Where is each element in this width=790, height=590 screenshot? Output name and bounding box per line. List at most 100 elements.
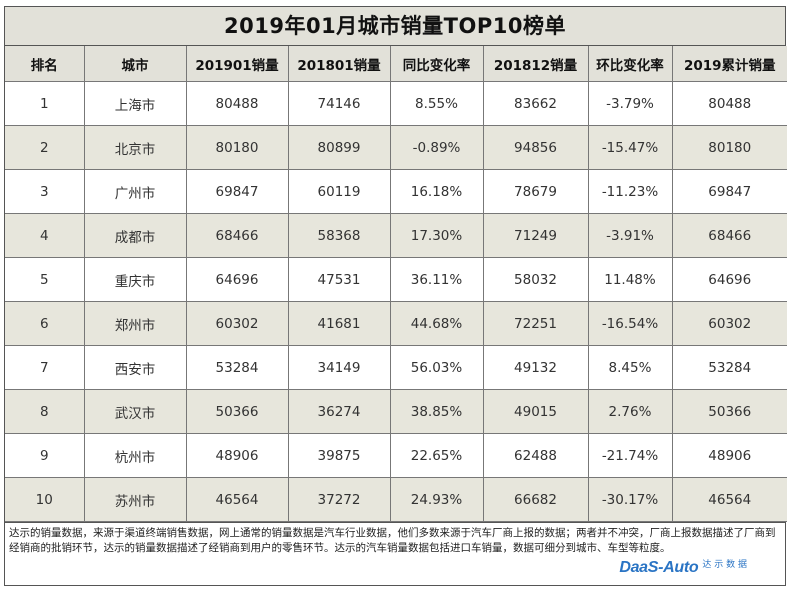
table-cell: 50366 [186, 390, 288, 434]
table-cell: -3.91% [588, 214, 672, 258]
table-cell: 9 [5, 434, 84, 478]
table-cell: 杭州市 [84, 434, 186, 478]
table-row: 7西安市532843414956.03%491328.45%53284 [5, 346, 787, 390]
table-cell: 36274 [288, 390, 390, 434]
table-cell: -11.23% [588, 170, 672, 214]
column-header: 2019累计销量 [672, 46, 787, 82]
table-row: 8武汉市503663627438.85%490152.76%50366 [5, 390, 787, 434]
table-cell: 34149 [288, 346, 390, 390]
table-row: 5重庆市646964753136.11%5803211.48%64696 [5, 258, 787, 302]
table-cell: 成都市 [84, 214, 186, 258]
table-cell: 8.45% [588, 346, 672, 390]
table-cell: 广州市 [84, 170, 186, 214]
table-cell: 17.30% [390, 214, 483, 258]
table-cell: 2.76% [588, 390, 672, 434]
table-cell: 38.85% [390, 390, 483, 434]
table-cell: 71249 [483, 214, 588, 258]
table-row: 2北京市8018080899-0.89%94856-15.47%80180 [5, 126, 787, 170]
table-cell: 3 [5, 170, 84, 214]
table-cell: 7 [5, 346, 84, 390]
table-cell: -21.74% [588, 434, 672, 478]
table-cell: 北京市 [84, 126, 186, 170]
table-cell: 1 [5, 82, 84, 126]
column-header: 排名 [5, 46, 84, 82]
table-cell: 60119 [288, 170, 390, 214]
table-cell: 36.11% [390, 258, 483, 302]
table-cell: 11.48% [588, 258, 672, 302]
table-row: 1上海市80488741468.55%83662-3.79%80488 [5, 82, 787, 126]
table-row: 10苏州市465643727224.93%66682-30.17%46564 [5, 478, 787, 522]
table-cell: 68466 [672, 214, 787, 258]
table-cell: 39875 [288, 434, 390, 478]
table-cell: -16.54% [588, 302, 672, 346]
table-cell: 80180 [672, 126, 787, 170]
table-cell: 53284 [672, 346, 787, 390]
table-cell: 74146 [288, 82, 390, 126]
table-cell: 16.18% [390, 170, 483, 214]
table-cell: 西安市 [84, 346, 186, 390]
sales-table: 排名城市201901销量201801销量同比变化率201812销量环比变化率20… [5, 46, 787, 522]
table-cell: 64696 [186, 258, 288, 302]
table-cell: 22.65% [390, 434, 483, 478]
table-cell: 58032 [483, 258, 588, 302]
table-cell: 47531 [288, 258, 390, 302]
table-cell: 72251 [483, 302, 588, 346]
table-cell: 8.55% [390, 82, 483, 126]
table-cell: 64696 [672, 258, 787, 302]
table-cell: 2 [5, 126, 84, 170]
table-cell: 41681 [288, 302, 390, 346]
table-cell: 68466 [186, 214, 288, 258]
table-cell: 8 [5, 390, 84, 434]
table-cell: 58368 [288, 214, 390, 258]
table-cell: 44.68% [390, 302, 483, 346]
table-cell: 6 [5, 302, 84, 346]
table-cell: 50366 [672, 390, 787, 434]
column-header: 201801销量 [288, 46, 390, 82]
table-cell: 69847 [672, 170, 787, 214]
table-cell: 78679 [483, 170, 588, 214]
table-cell: 80488 [186, 82, 288, 126]
table-cell: 24.93% [390, 478, 483, 522]
footer-note: 达示的销量数据，来源于渠道终端销售数据，网上通常的销量数据是汽车行业数据，他们多… [5, 522, 785, 581]
footer-note-text: 达示的销量数据，来源于渠道终端销售数据，网上通常的销量数据是汽车行业数据，他们多… [9, 527, 776, 554]
logo-subtitle: 达 示 数 据 [702, 558, 747, 573]
page-title: 2019年01月城市销量TOP10榜单 [5, 7, 785, 46]
table-cell: 83662 [483, 82, 588, 126]
table-cell: 60302 [672, 302, 787, 346]
table-cell: 53284 [186, 346, 288, 390]
table-cell: -3.79% [588, 82, 672, 126]
column-header: 201901销量 [186, 46, 288, 82]
table-header-row: 排名城市201901销量201801销量同比变化率201812销量环比变化率20… [5, 46, 787, 82]
column-header: 城市 [84, 46, 186, 82]
table-cell: -30.17% [588, 478, 672, 522]
table-cell: 4 [5, 214, 84, 258]
table-cell: 94856 [483, 126, 588, 170]
table-cell: 10 [5, 478, 84, 522]
table-cell: 60302 [186, 302, 288, 346]
table-row: 6郑州市603024168144.68%72251-16.54%60302 [5, 302, 787, 346]
table-cell: 武汉市 [84, 390, 186, 434]
table-cell: 上海市 [84, 82, 186, 126]
table-cell: 56.03% [390, 346, 483, 390]
table-body: 1上海市80488741468.55%83662-3.79%804882北京市8… [5, 82, 787, 522]
table-cell: 80488 [672, 82, 787, 126]
column-header: 201812销量 [483, 46, 588, 82]
sales-ranking-sheet: 2019年01月城市销量TOP10榜单 排名城市201901销量201801销量… [4, 6, 786, 586]
logo-wordmark: DaaS-Auto [619, 560, 698, 575]
table-cell: 49132 [483, 346, 588, 390]
table-cell: 66682 [483, 478, 588, 522]
table-row: 4成都市684665836817.30%71249-3.91%68466 [5, 214, 787, 258]
table-cell: 37272 [288, 478, 390, 522]
table-cell: 郑州市 [84, 302, 186, 346]
table-cell: 46564 [672, 478, 787, 522]
table-cell: 80899 [288, 126, 390, 170]
column-header: 同比变化率 [390, 46, 483, 82]
table-cell: 62488 [483, 434, 588, 478]
table-cell: 49015 [483, 390, 588, 434]
table-cell: -0.89% [390, 126, 483, 170]
table-cell: 5 [5, 258, 84, 302]
table-row: 9杭州市489063987522.65%62488-21.74%48906 [5, 434, 787, 478]
column-header: 环比变化率 [588, 46, 672, 82]
table-row: 3广州市698476011916.18%78679-11.23%69847 [5, 170, 787, 214]
table-cell: 48906 [672, 434, 787, 478]
